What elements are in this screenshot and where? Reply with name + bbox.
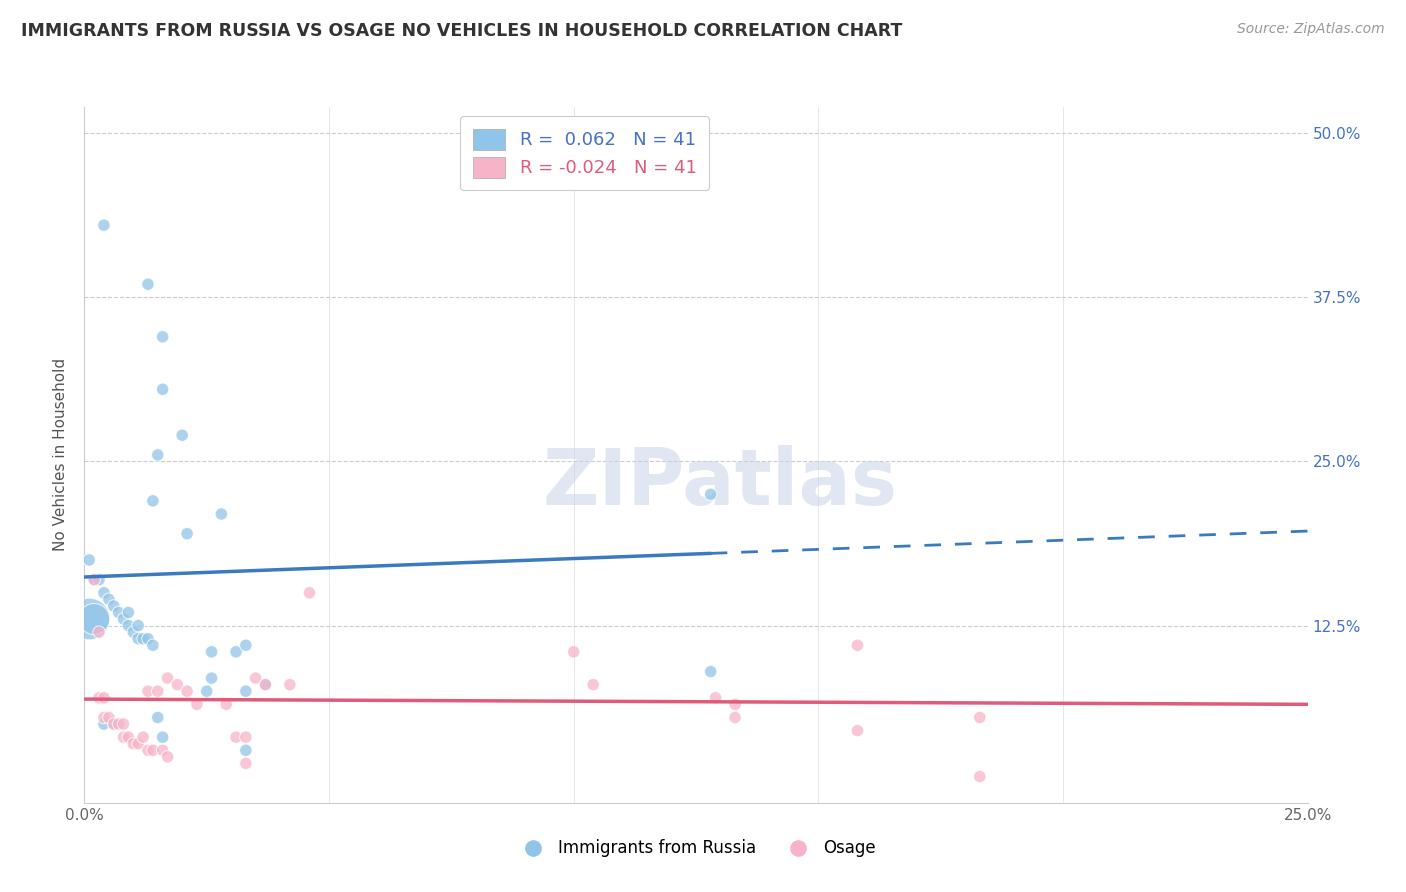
Point	[215, 698, 238, 712]
Point	[225, 645, 247, 659]
Point	[298, 586, 321, 600]
Point	[122, 737, 145, 751]
Point	[93, 717, 115, 731]
Point	[136, 277, 159, 292]
Point	[156, 749, 179, 764]
Point	[146, 684, 169, 698]
Point	[235, 756, 257, 771]
Point	[77, 553, 100, 567]
Point	[699, 487, 721, 501]
Text: IMMIGRANTS FROM RUSSIA VS OSAGE NO VEHICLES IN HOUSEHOLD CORRELATION CHART: IMMIGRANTS FROM RUSSIA VS OSAGE NO VEHIC…	[21, 22, 903, 40]
Point	[699, 665, 721, 679]
Point	[166, 678, 188, 692]
Point	[235, 743, 257, 757]
Point	[152, 382, 174, 396]
Point	[127, 737, 149, 751]
Point	[136, 684, 159, 698]
Point	[117, 606, 139, 620]
Point	[87, 625, 110, 640]
Point	[969, 770, 991, 784]
Point	[103, 599, 125, 613]
Point	[107, 606, 129, 620]
Point	[142, 743, 165, 757]
Point	[127, 632, 149, 646]
Point	[235, 730, 257, 744]
Point	[152, 743, 174, 757]
Point	[83, 612, 105, 626]
Point	[142, 494, 165, 508]
Point	[235, 684, 257, 698]
Point	[724, 698, 747, 712]
Point	[176, 526, 198, 541]
Point	[103, 717, 125, 731]
Point	[724, 710, 747, 724]
Point	[254, 678, 277, 692]
Point	[209, 507, 232, 521]
Point	[235, 638, 257, 652]
Point	[127, 618, 149, 632]
Point	[152, 730, 174, 744]
Point	[112, 717, 135, 731]
Point	[107, 717, 129, 731]
Point	[186, 698, 208, 712]
Point	[146, 448, 169, 462]
Point	[87, 690, 110, 705]
Legend: Immigrants from Russia, Osage: Immigrants from Russia, Osage	[510, 833, 882, 864]
Point	[969, 710, 991, 724]
Point	[176, 684, 198, 698]
Point	[117, 730, 139, 744]
Point	[225, 730, 247, 744]
Point	[93, 218, 115, 232]
Y-axis label: No Vehicles in Household: No Vehicles in Household	[53, 359, 69, 551]
Point	[200, 671, 222, 685]
Point	[704, 690, 727, 705]
Point	[132, 632, 155, 646]
Point	[156, 671, 179, 685]
Text: Source: ZipAtlas.com: Source: ZipAtlas.com	[1237, 22, 1385, 37]
Point	[172, 428, 194, 442]
Text: ZIPatlas: ZIPatlas	[543, 445, 898, 521]
Point	[142, 638, 165, 652]
Point	[83, 573, 105, 587]
Point	[103, 717, 125, 731]
Point	[93, 586, 115, 600]
Point	[83, 573, 105, 587]
Point	[846, 638, 869, 652]
Point	[97, 710, 120, 724]
Point	[136, 632, 159, 646]
Point	[87, 573, 110, 587]
Point	[582, 678, 605, 692]
Point	[278, 678, 301, 692]
Point	[122, 625, 145, 640]
Point	[136, 743, 159, 757]
Point	[77, 612, 100, 626]
Point	[562, 645, 585, 659]
Point	[93, 690, 115, 705]
Point	[846, 723, 869, 738]
Point	[152, 330, 174, 344]
Point	[254, 678, 277, 692]
Point	[146, 710, 169, 724]
Point	[112, 612, 135, 626]
Point	[112, 730, 135, 744]
Point	[195, 684, 218, 698]
Point	[245, 671, 267, 685]
Point	[117, 618, 139, 632]
Point	[200, 645, 222, 659]
Point	[132, 730, 155, 744]
Point	[93, 710, 115, 724]
Point	[97, 592, 120, 607]
